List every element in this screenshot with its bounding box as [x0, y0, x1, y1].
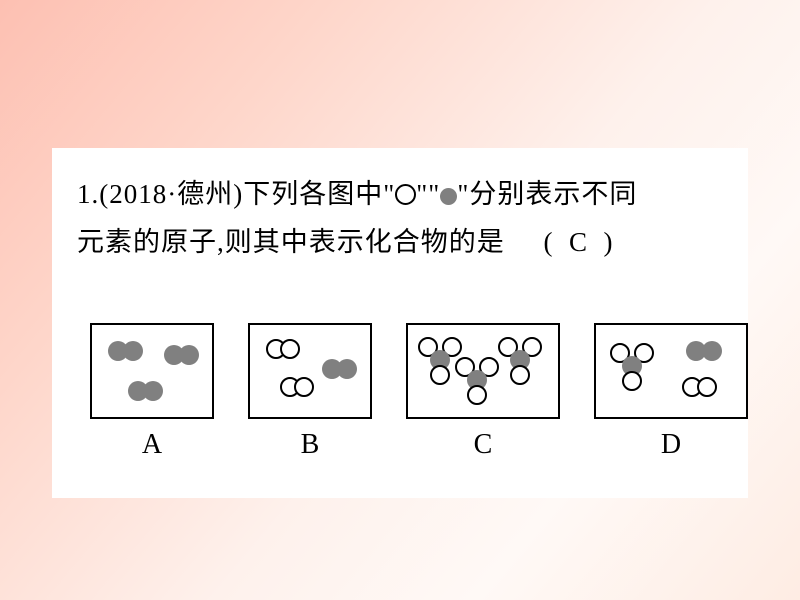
paren-open: (	[544, 227, 554, 257]
open-atom-icon	[623, 372, 641, 390]
quote-open-2: "	[428, 179, 440, 209]
question-text: 1.(2018·德州)下列各图中""""分别表示不同 元素的原子,则其中表示化合…	[77, 170, 728, 266]
diagram-box	[90, 323, 214, 419]
open-atom-icon	[431, 366, 449, 384]
diagram-label: A	[142, 429, 162, 461]
quote-open-1: "	[383, 179, 395, 209]
diagram-label: D	[661, 429, 681, 461]
diagram-label: C	[474, 429, 493, 461]
q-post: 分别表示不同	[469, 179, 637, 209]
diagram-box	[406, 323, 560, 419]
paren-close: )	[604, 227, 614, 257]
open-atom-icon	[295, 378, 313, 396]
answer-paren: ( C )	[544, 218, 614, 266]
gray-atom-icon	[143, 381, 163, 401]
diagram-label: B	[301, 429, 320, 461]
diagram-row: A B C D	[90, 323, 728, 461]
quote-close-2: "	[457, 179, 469, 209]
q-pre: 下列各图中	[243, 179, 383, 209]
question-line2: 元素的原子,则其中表示化合物的是	[77, 227, 505, 257]
open-atom-icon	[511, 366, 529, 384]
diagram-C: C	[406, 323, 560, 461]
diagram-B: B	[248, 323, 372, 461]
diagram-D: D	[594, 323, 748, 461]
open-atom-icon	[281, 340, 299, 358]
diagram-box	[594, 323, 748, 419]
gray-atom-icon	[123, 341, 143, 361]
question-source: (2018·德州)	[99, 179, 243, 209]
legend-open-circle-icon	[395, 184, 416, 205]
gray-atom-icon	[702, 341, 722, 361]
diagram-A: A	[90, 323, 214, 461]
question-number: 1.	[77, 179, 99, 209]
open-atom-icon	[468, 386, 486, 404]
gray-atom-icon	[337, 359, 357, 379]
answer-letter: C	[569, 227, 588, 257]
legend-filled-circle-icon	[440, 188, 457, 205]
diagram-box	[248, 323, 372, 419]
gray-atom-icon	[179, 345, 199, 365]
quote-close-1: "	[416, 179, 428, 209]
question-card: 1.(2018·德州)下列各图中""""分别表示不同 元素的原子,则其中表示化合…	[52, 148, 748, 498]
open-atom-icon	[698, 378, 716, 396]
